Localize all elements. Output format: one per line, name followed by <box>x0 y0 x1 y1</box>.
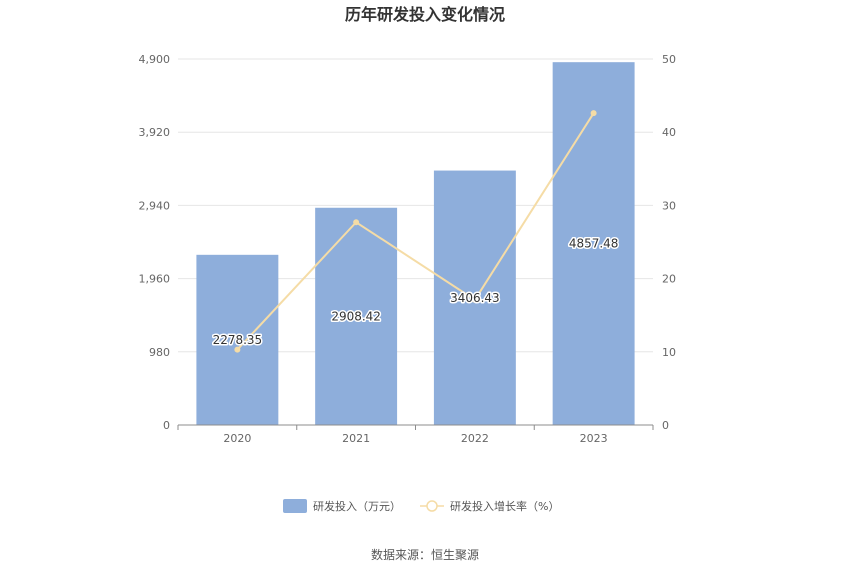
bar-value-label: 2278.35 <box>213 333 263 347</box>
bar-value-label: 2908.42 <box>331 309 381 323</box>
x-tick-label: 2020 <box>223 432 251 445</box>
left-tick-label: 3,920 <box>139 126 171 139</box>
legend[interactable]: 研发投入（万元） 研发投入增长率（%） <box>283 499 559 513</box>
growth-point <box>234 346 241 353</box>
growth-point <box>471 296 478 303</box>
legend-bar-label: 研发投入（万元） <box>313 499 401 513</box>
legend-bar-swatch <box>283 499 307 513</box>
bar-labels: 2278.35 2908.42 3406.43 4857.48 <box>211 235 620 348</box>
bar-value-label: 3406.43 <box>450 291 500 305</box>
right-tick-label: 30 <box>662 199 676 212</box>
chart-title: 历年研发投入变化情况 <box>345 5 505 24</box>
bar <box>196 254 279 425</box>
bar <box>552 62 635 425</box>
left-tick-label: 2,940 <box>139 199 171 212</box>
left-tick-label: 4,900 <box>139 53 171 66</box>
right-tick-label: 10 <box>662 346 676 359</box>
source-note: 数据来源：恒生聚源 <box>371 547 479 562</box>
growth-point <box>590 110 597 117</box>
growth-line <box>236 112 595 351</box>
left-tick-label: 980 <box>149 346 170 359</box>
right-axis: 0 10 20 30 40 50 <box>662 53 676 432</box>
left-tick-label: 0 <box>163 419 170 432</box>
left-axis: 0 980 1,960 2,940 3,920 4,900 <box>139 53 171 432</box>
x-tick-label: 2022 <box>461 432 489 445</box>
right-tick-label: 40 <box>662 126 676 139</box>
bar-value-label: 4857.48 <box>569 237 619 251</box>
bar <box>315 207 398 425</box>
left-tick-label: 1,960 <box>139 273 171 286</box>
right-tick-label: 0 <box>662 419 669 432</box>
right-tick-label: 20 <box>662 273 676 286</box>
line-series <box>234 110 597 353</box>
growth-point <box>353 219 360 226</box>
x-tick-label: 2021 <box>342 432 370 445</box>
x-tick-label: 2023 <box>580 432 608 445</box>
legend-line-label: 研发投入增长率（%） <box>450 499 559 513</box>
right-tick-label: 50 <box>662 53 676 66</box>
x-axis: 2020 2021 2022 2023 <box>177 424 654 445</box>
legend-line-marker <box>426 500 438 512</box>
